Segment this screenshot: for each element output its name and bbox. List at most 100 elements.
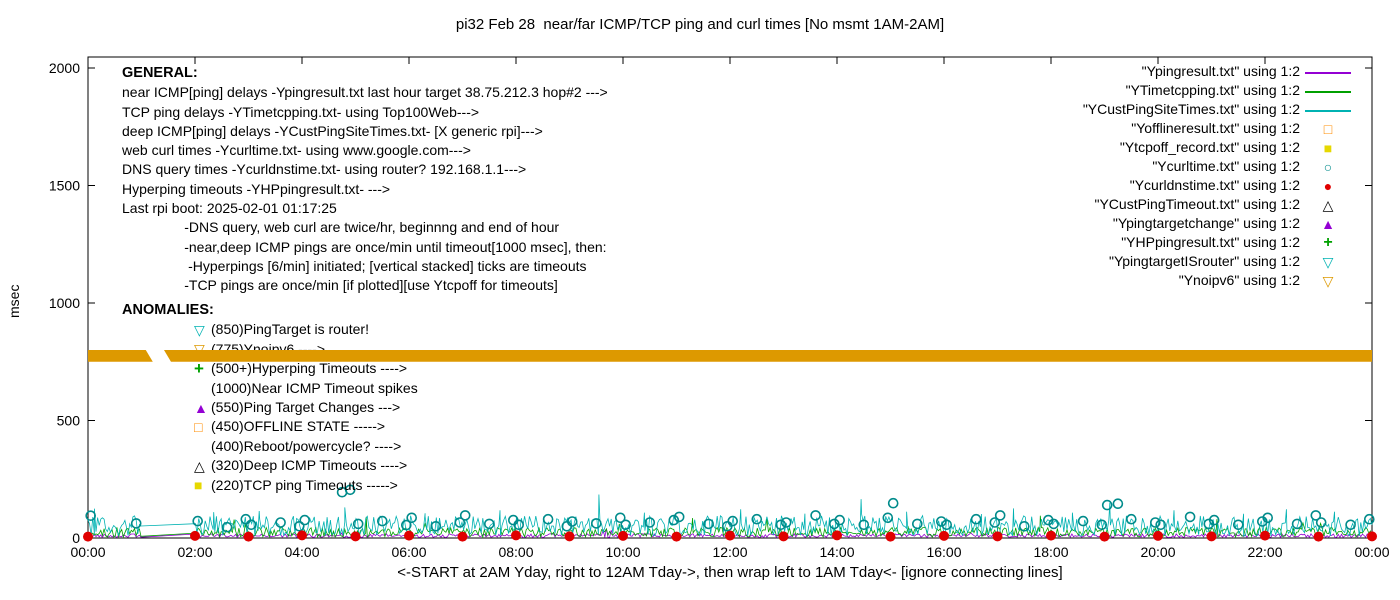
x-tick-label: 12:00 xyxy=(712,544,747,560)
anomaly-item: (400)Reboot/powercycle? ----> xyxy=(194,437,418,456)
point-Ycurltime.txt xyxy=(130,518,142,529)
point-Ycurldnstime.txt xyxy=(1046,530,1056,541)
point-Ycurltime.txt xyxy=(1203,518,1215,530)
point-Ycurltime.txt xyxy=(430,520,442,532)
line-series-YTimetcpping.txt xyxy=(87,515,1373,539)
legend-item-label: "Ytcpoff_record.txt" using 1:2 xyxy=(1119,139,1300,155)
x-tick-label: 02:00 xyxy=(177,544,212,560)
general-note-line: -Hyperpings [6/min] initiated; [vertical… xyxy=(122,257,587,274)
legend-item: "YCustPingTimeout.txt" using 1:2 △ xyxy=(1083,195,1356,214)
anomaly-item: ▽ (775)Ynoipv6 ----> xyxy=(194,340,418,359)
legend-triangle-down-open-icon: ▽ xyxy=(1322,272,1334,289)
point-Ycurltime.txt xyxy=(644,517,656,528)
legend-item-label: "Ypingresult.txt" using 1:2 xyxy=(1141,63,1300,79)
point-Ycurltime.txt xyxy=(590,518,602,529)
anomaly-item-text: (320)Deep ICMP Timeouts ----> xyxy=(211,457,408,474)
point-Ycurldnstime.txt xyxy=(564,531,575,542)
point-Ycurltime.txt xyxy=(561,520,573,532)
y-tick-label: 1500 xyxy=(49,178,80,194)
legend-item-label: "Ypingtargetchange" using 1:2 xyxy=(1112,215,1300,231)
y-tick-label: 500 xyxy=(57,413,81,429)
general-note-line: TCP ping delays -YTimetcpping.txt- using… xyxy=(122,103,480,120)
anomaly-item: □ (450)OFFLINE STATE -----> xyxy=(194,417,418,436)
anomaly-item-text: (1000)Near ICMP Timeout spikes xyxy=(211,379,418,396)
point-Ycurldnstime.txt xyxy=(939,530,949,541)
x-axis-label: <-START at 2AM Yday, right to 12AM Tday-… xyxy=(397,564,1063,581)
general-note-line: near ICMP[ping] delays -Ypingresult.txt … xyxy=(122,84,608,101)
point-Ycurltime.txt xyxy=(454,517,466,528)
point-Ycurltime.txt xyxy=(828,518,840,530)
legend-item: "YpingtargetISrouter" using 1:2 ▽ xyxy=(1083,252,1356,271)
point-Ycurltime.txt xyxy=(620,519,632,531)
point-Ycurldnstime.txt xyxy=(618,530,628,541)
anomaly-triangle-up-filled-icon: ▲ xyxy=(194,399,208,416)
anomaly-item-text: (775)Ynoipv6 ----> xyxy=(211,340,325,357)
legend-item-label: "YCustPingSiteTimes.txt" using 1:2 xyxy=(1082,101,1300,117)
anomaly-triangle-down-open-icon: ▽ xyxy=(194,341,205,358)
general-note-line: deep ICMP[ping] delays -YCustPingSiteTim… xyxy=(122,122,543,139)
general-note-line: -near,deep ICMP pings are once/min until… xyxy=(122,238,607,255)
point-Ycurltime.txt xyxy=(299,514,311,526)
point-Ycurltime.txt xyxy=(406,512,418,524)
point-Ycurltime.txt xyxy=(1310,510,1322,521)
point-Ycurldnstime.txt xyxy=(1099,531,1110,542)
point-Ycurltime.txt xyxy=(970,513,982,525)
point-Ycurltime.txt xyxy=(1150,517,1161,528)
anomaly-item: △ (320)Deep ICMP Timeouts ----> xyxy=(194,456,418,475)
point-Ycurltime.txt xyxy=(1019,520,1030,532)
point-Ycurltime.txt xyxy=(400,519,412,531)
point-Ycurltime.txt xyxy=(352,518,364,530)
point-Ycurldnstime.txt xyxy=(243,531,254,542)
point-Ycurltime.txt xyxy=(85,510,96,522)
x-tick-label: 22:00 xyxy=(1247,544,1282,560)
point-Ycurltime.txt xyxy=(1208,514,1220,526)
point-Ycurldnstime.txt xyxy=(1313,531,1324,542)
x-tick-label: 04:00 xyxy=(284,544,319,560)
legend-line-sample xyxy=(1300,84,1356,98)
point-Ycurltime.txt xyxy=(1048,518,1059,530)
x-tick-label: 16:00 xyxy=(926,544,961,560)
point-Ycurltime.txt xyxy=(673,511,685,523)
anomaly-triangle-down-open-icon: ▽ xyxy=(194,322,205,339)
point-Ycurltime.txt xyxy=(1291,518,1303,530)
legend-line-sample xyxy=(1300,103,1356,117)
general-notes: GENERAL: near ICMP[ping] delays -Ypingre… xyxy=(122,64,608,296)
legend-circle-open-icon: ○ xyxy=(1323,158,1333,175)
point-Ycurltime.txt xyxy=(1257,516,1268,527)
point-Ycurltime.txt xyxy=(834,514,846,526)
legend-circle-filled-icon: ● xyxy=(1323,177,1333,194)
point-Ycurldnstime.txt xyxy=(992,531,1003,542)
anomaly-item-text: (850)PingTarget is router! xyxy=(211,321,369,338)
legend-item: "Ycurldnstime.txt" using 1:2 ● xyxy=(1083,176,1356,195)
point-Ycurltime.txt xyxy=(668,514,680,526)
x-tick-label: 06:00 xyxy=(391,544,426,560)
point-Ycurltime.txt xyxy=(1096,519,1108,531)
anomaly-item-text: (450)OFFLINE STATE -----> xyxy=(211,418,386,435)
point-Ycurldnstime.txt xyxy=(1153,530,1163,541)
point-Ycurltime.txt xyxy=(566,516,578,527)
point-Ycurltime.txt xyxy=(780,517,792,528)
point-Ycurltime.txt xyxy=(1364,513,1375,525)
y-tick-label: 0 xyxy=(72,530,80,546)
anomaly-plus-icon: + xyxy=(194,359,204,379)
point-Ycurldnstime.txt xyxy=(832,530,842,541)
anomaly-square-filled-icon: ■ xyxy=(194,477,203,494)
point-Ycurltime.txt xyxy=(1126,513,1137,525)
point-Ycurltime.txt xyxy=(775,519,787,531)
legend-item-label: "Ycurltime.txt" using 1:2 xyxy=(1152,158,1300,174)
point-Ycurltime.txt xyxy=(810,510,821,521)
point-Ycurltime.txt xyxy=(542,513,554,525)
y-tick-label: 1000 xyxy=(49,295,80,311)
point-Ycurldnstime.txt xyxy=(725,530,735,541)
point-Ycurldnstime.txt xyxy=(190,530,200,541)
legend-item: "Ytcpoff_record.txt" using 1:2 ■ xyxy=(1083,138,1356,157)
legend-item: "Ypingtargetchange" using 1:2 ▲ xyxy=(1083,214,1356,233)
point-Ycurldnstime.txt xyxy=(404,530,414,541)
point-Ycurltime.txt xyxy=(935,516,947,527)
legend-item-label: "Yofflineresult.txt" using 1:2 xyxy=(1131,120,1300,136)
legend-item-label: "YHPpingresult.txt" using 1:2 xyxy=(1121,234,1300,250)
legend-item: "Yofflineresult.txt" using 1:2 □ xyxy=(1083,119,1356,138)
legend-item: "YTimetcpping.txt" using 1:2 xyxy=(1083,81,1356,100)
y-axis-label: msec xyxy=(6,284,22,318)
point-Ycurltime.txt xyxy=(941,519,953,531)
